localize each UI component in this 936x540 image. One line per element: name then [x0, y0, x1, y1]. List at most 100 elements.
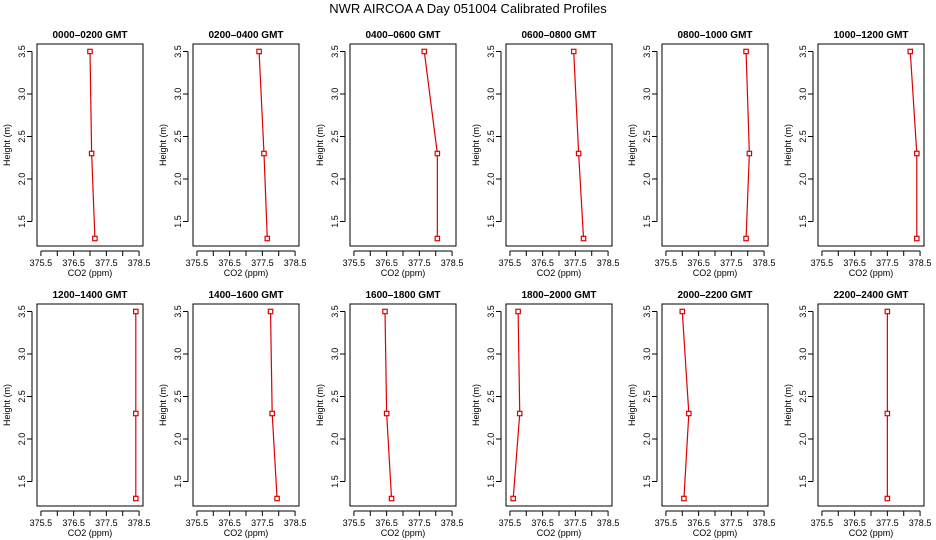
panel-title: 1200–1400 GMT [52, 290, 127, 301]
profile-line [745, 51, 750, 239]
y-tick-label: 2.0 [486, 433, 496, 446]
data-point [133, 495, 139, 502]
y-tick-label: 2.0 [17, 433, 27, 446]
panel-11: 2000–2200 GMT 375.5 376.5 377.5 378.5 CO2 (pp… [627, 290, 775, 538]
data-point [434, 150, 441, 157]
x-tick-label: 375.5 [30, 258, 53, 268]
plot-frame [661, 303, 769, 507]
x-tick-label: 376.5 [843, 258, 866, 268]
x-tick-label: 377.5 [408, 258, 431, 268]
data-point [87, 48, 93, 55]
y-axis-label: Height (m) [158, 384, 168, 426]
x-tick-label: 377.5 [251, 518, 274, 528]
x-tick-label: 376.5 [687, 258, 710, 268]
y-tick-label: 3.0 [486, 88, 496, 101]
x-tick-label: 375.5 [343, 258, 366, 268]
data-point [92, 235, 98, 242]
y-tick-label: 2.0 [642, 173, 652, 186]
x-tick-label: 375.5 [343, 518, 366, 528]
y-tick-label: 2.0 [17, 173, 27, 186]
data-point [269, 410, 275, 417]
x-axis-label: CO2 (ppm) [537, 528, 582, 538]
x-tick-label: 378.5 [753, 258, 776, 268]
y-tick-label: 2.0 [798, 173, 808, 186]
data-point [256, 48, 262, 55]
y-tick-label: 1.5 [173, 475, 183, 488]
x-tick-label: 378.5 [441, 258, 464, 268]
plot-frame [349, 43, 457, 247]
y-tick-label: 1.5 [642, 475, 652, 488]
plot-frame [192, 303, 300, 507]
y-tick-label: 3.0 [486, 348, 496, 361]
x-tick-label: 377.5 [95, 258, 118, 268]
y-tick-label: 1.5 [798, 475, 808, 488]
y-tick-label: 3.0 [17, 348, 27, 361]
y-axis-label: Height (m) [471, 384, 481, 426]
y-tick-label: 1.5 [330, 475, 340, 488]
panel-title: 0000–0200 GMT [52, 30, 127, 41]
panel-10: 1800–2000 GMT 375.5 376.5 377.5 378.5 CO2 (pp… [471, 290, 619, 538]
plot-frame [661, 43, 769, 247]
y-tick-label: 3.0 [642, 88, 652, 101]
y-tick-label: 1.5 [486, 475, 496, 488]
profile-line [573, 51, 585, 239]
x-axis-label: CO2 (ppm) [381, 528, 426, 538]
panel-2: 0200–0400 GMT 375.5 376.5 377.5 378.5 CO2 (pp… [158, 30, 306, 278]
panel-3: 0400–0600 GMT 375.5 376.5 377.5 378.5 CO2 (pp… [315, 30, 463, 278]
data-point [570, 48, 577, 55]
y-tick-label: 3.5 [330, 45, 340, 58]
profile-line [681, 311, 690, 499]
data-point [274, 495, 280, 502]
panel-title: 0200–0400 GMT [208, 30, 283, 41]
y-tick-label: 3.5 [17, 305, 27, 318]
y-tick-label: 2.5 [330, 390, 340, 403]
y-tick-label: 1.5 [17, 215, 27, 228]
y-tick-label: 2.5 [17, 390, 27, 403]
panel-5: 0800–1000 GMT 375.5 376.5 377.5 378.5 CO2 (pp… [627, 30, 775, 278]
data-point [884, 410, 891, 417]
x-tick-label: 375.5 [186, 258, 209, 268]
x-tick-label: 377.5 [95, 518, 118, 528]
x-tick-label: 377.5 [720, 258, 743, 268]
x-axis-label: CO2 (ppm) [224, 528, 269, 538]
data-point [516, 410, 523, 417]
y-tick-label: 2.5 [17, 130, 27, 143]
profile-line [512, 311, 521, 499]
y-tick-label: 2.5 [486, 390, 496, 403]
x-axis-label: CO2 (ppm) [224, 268, 269, 278]
x-tick-label: 376.5 [531, 258, 554, 268]
data-point [388, 495, 395, 502]
data-point [743, 235, 749, 242]
y-tick-label: 3.0 [642, 348, 652, 361]
plot-frame [505, 303, 613, 507]
x-tick-label: 375.5 [655, 258, 678, 268]
profile-line [909, 51, 918, 239]
data-point [907, 48, 914, 55]
panel-1: 0000–0200 GMT 375.5 376.5 377.5 378.5 CO2 (pp… [2, 30, 150, 278]
data-point [515, 308, 521, 315]
plot-frame [817, 43, 925, 247]
panel-title: 0600–0800 GMT [521, 30, 596, 41]
data-point [884, 495, 891, 502]
profile-line [89, 51, 96, 239]
x-tick-label: 377.5 [564, 518, 587, 528]
y-axis-label: Height (m) [627, 124, 637, 166]
x-tick-label: 377.5 [564, 258, 587, 268]
x-tick-label: 378.5 [441, 518, 464, 528]
x-tick-label: 375.5 [186, 518, 209, 528]
x-tick-label: 378.5 [128, 258, 151, 268]
x-tick-label: 377.5 [251, 258, 274, 268]
y-tick-label: 3.5 [642, 305, 652, 318]
y-tick-label: 3.5 [486, 305, 496, 318]
panel-8: 1400–1600 GMT 375.5 376.5 377.5 378.5 CO2 (pp… [158, 290, 306, 538]
y-axis-label: Height (m) [783, 384, 793, 426]
y-axis-label: Height (m) [315, 384, 325, 426]
y-tick-label: 2.5 [798, 130, 808, 143]
y-tick-label: 2.5 [798, 390, 808, 403]
y-tick-label: 3.0 [798, 348, 808, 361]
data-point [743, 48, 749, 55]
data-point [264, 235, 271, 242]
y-tick-label: 1.5 [642, 215, 652, 228]
data-point [575, 150, 582, 157]
y-tick-label: 2.5 [173, 390, 183, 403]
